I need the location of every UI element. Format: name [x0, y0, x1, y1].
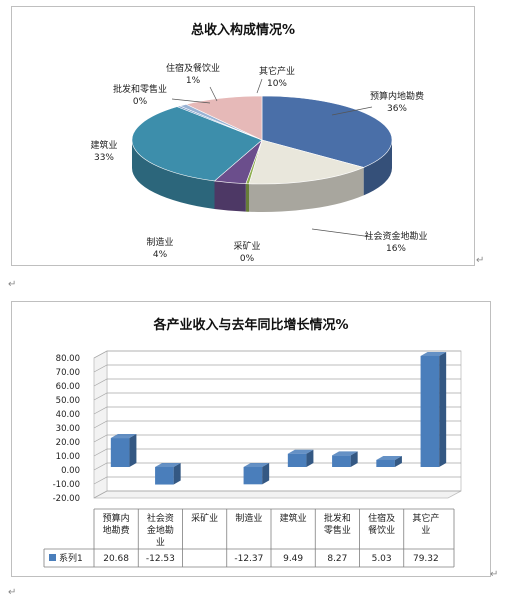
data-label: -12.37	[234, 554, 263, 564]
pie-slice-label: 住宿及餐饮业	[166, 62, 220, 74]
data-label: -12.53	[146, 554, 175, 564]
pie-slice-label: 其它产业	[259, 65, 295, 77]
bar	[243, 463, 270, 485]
category-label: 建筑业	[280, 512, 307, 524]
data-label: 20.68	[103, 554, 129, 564]
y-tick-label: 20.00	[56, 438, 80, 448]
bar	[332, 451, 358, 467]
gridline	[93, 392, 461, 401]
pie-slice-percent: 33%	[94, 153, 114, 163]
pie-slice	[261, 95, 393, 168]
pie-leader-line	[311, 228, 373, 238]
category-label: 预算内	[103, 512, 130, 524]
pie-leader-line	[256, 78, 263, 94]
legend-swatch	[49, 554, 56, 561]
y-tick-label: -20.00	[53, 494, 80, 504]
gridline	[93, 420, 461, 429]
pie-slice-label: 社会资金地勘业	[364, 230, 427, 242]
pie-slice-side	[363, 140, 392, 196]
pie-slice-side	[214, 180, 246, 212]
data-label: 5.03	[372, 554, 392, 564]
paragraph-mark: ↵	[8, 587, 17, 598]
gridline	[93, 378, 461, 387]
pie-slice-side	[132, 140, 215, 209]
pie-slice-label: 制造业	[146, 236, 173, 248]
pie-slice	[131, 106, 263, 182]
y-tick-label: 0.00	[61, 466, 80, 476]
pie-slice-label: 预算内地勘费	[370, 90, 424, 102]
data-label: 9.49	[283, 554, 303, 564]
pie-slice-side	[249, 167, 364, 212]
floor	[93, 490, 462, 499]
bar	[155, 463, 181, 485]
category-label: 批发和	[324, 512, 351, 524]
category-label: 地勘费	[103, 524, 130, 536]
y-tick-label: 50.00	[56, 396, 80, 406]
paragraph-mark: ↵	[476, 255, 485, 266]
gridline	[93, 350, 461, 359]
y-tick-label: 60.00	[56, 382, 80, 392]
data-label: 8.27	[327, 554, 347, 564]
pie-slice-percent: 10%	[267, 79, 287, 89]
data-label: 79.32	[413, 554, 439, 564]
pie-slice-label: 批发和零售业	[113, 83, 167, 95]
paragraph-mark: ↵	[490, 569, 499, 580]
pie-slice-percent: 0%	[240, 254, 255, 264]
category-label: 金地勘	[147, 524, 174, 536]
pie-chart: 预算内地勘费 36% 社会资金地勘业 16% 采矿业 0% 制造业 4% 建筑业 33% 批发和零售…	[90, 62, 427, 264]
y-tick-label: 30.00	[56, 424, 80, 434]
bar-chart-panel: 各产业收入与去年同比增长情况% 80.00 70.00 60.00 50.00 40.0…	[11, 301, 491, 577]
top-cropped-text	[18, 0, 98, 14]
legend-series-name: 系列1	[59, 552, 83, 564]
bar	[287, 449, 314, 467]
gridline	[93, 448, 461, 457]
y-tick-label: 80.00	[56, 354, 80, 364]
y-tick-label: 40.00	[56, 410, 80, 420]
pie-leader-line	[331, 106, 373, 116]
pie-slice-percent: 4%	[153, 250, 168, 260]
pie-slice-percent: 1%	[186, 76, 201, 86]
gridline	[93, 406, 461, 415]
gridline	[93, 434, 461, 443]
pie-slice	[248, 139, 365, 185]
gridline	[93, 364, 461, 373]
category-label: 社会资	[147, 512, 174, 524]
y-tick-label: 70.00	[56, 368, 80, 378]
bar	[376, 455, 402, 467]
pie-slice-side	[245, 183, 250, 212]
category-label: 其它产	[412, 512, 439, 524]
category-label: 业	[156, 537, 165, 548]
bar	[110, 434, 137, 467]
pie-slice	[185, 95, 263, 141]
category-label: 业	[421, 525, 430, 536]
pie-chart-title: 总收入构成情况%	[190, 23, 296, 38]
pie-leader-line	[209, 86, 218, 102]
category-label: 餐饮业	[368, 524, 395, 536]
category-label: 零售业	[324, 524, 351, 536]
pie-chart-panel: 总收入构成情况% 预算内地勘费 36% 社会资金地勘业 16% 采矿业 0% 制造业 4% 建筑…	[11, 6, 475, 266]
gridline	[93, 476, 461, 485]
paragraph-mark: ↵	[8, 279, 17, 290]
pie-slice-percent: 0%	[133, 97, 148, 107]
y-tick-label: -10.00	[53, 480, 80, 490]
category-label: 采矿业	[191, 512, 218, 524]
pie-slice-percent: 16%	[386, 244, 406, 254]
y-tick-label: 10.00	[56, 452, 80, 462]
gridline	[93, 490, 461, 499]
bar-chart-title: 各产业收入与去年同比增长情况%	[153, 318, 349, 333]
pie-slice-label: 采矿业	[233, 240, 260, 252]
category-label: 制造业	[235, 512, 262, 524]
pie-slice-label: 建筑业	[90, 139, 117, 151]
category-label: 住宿及	[368, 512, 395, 524]
pie-leader-line	[171, 98, 211, 104]
bar-chart: 80.00 70.00 60.00 50.00 40.00 30.00 20.00 10.00…	[43, 350, 462, 568]
pie-slice-percent: 36%	[387, 104, 407, 114]
bar	[420, 351, 447, 467]
